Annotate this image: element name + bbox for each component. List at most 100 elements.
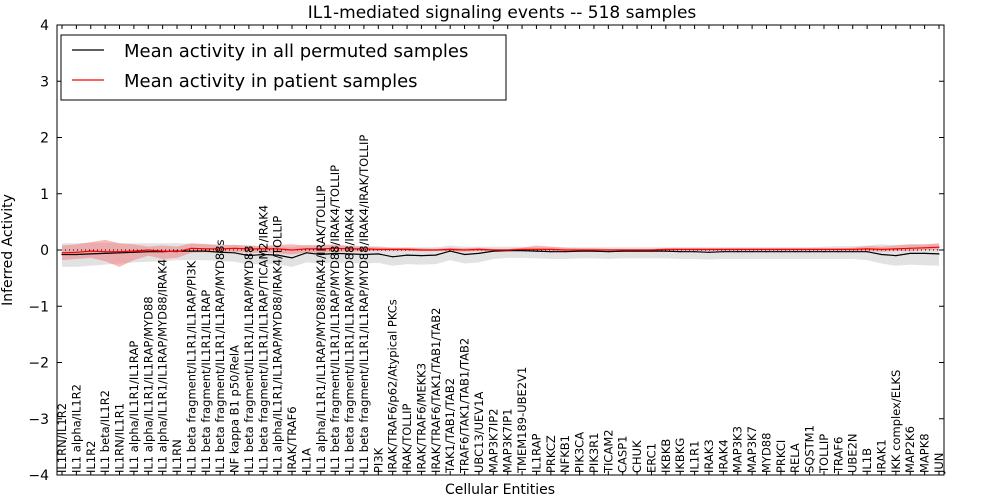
series-0-point — [794, 251, 796, 253]
series-0-point — [780, 251, 782, 253]
series-0-point — [665, 250, 667, 252]
x-tick-label: IL1 beta fragment/IL1R1/IL1RAP/MYD88s — [213, 240, 227, 473]
y-tick-label: 2 — [40, 131, 49, 147]
x-tick-label: UBC13/UEV1A — [472, 391, 486, 473]
x-tick-label: IL1B — [860, 448, 874, 473]
series-1-point — [636, 249, 638, 251]
x-tick-label: MAP3K7IP2 — [486, 408, 500, 473]
x-tick-label: IL1A — [299, 448, 313, 473]
x-tick-label: PI3K — [371, 447, 385, 473]
series-1-point — [823, 248, 825, 251]
x-tick-label: IRAK3 — [702, 439, 716, 473]
legend-permuted-label: Mean activity in all permuted samples — [124, 41, 468, 62]
y-tick-label: 0 — [40, 243, 49, 259]
x-tick-label: IL1 beta/IL1R2 — [98, 390, 112, 473]
x-tick-label: IRAK/TRAF6/TAK1/TAB1/TAB2 — [429, 308, 443, 473]
x-tick-label: RELA — [788, 443, 802, 473]
x-tick-label: IL1 alpha/IL1R2 — [69, 384, 83, 473]
legend-patient-label: Mean activity in patient samples — [124, 71, 418, 92]
x-tick-label: CHUK — [630, 440, 644, 473]
series-1-point — [320, 248, 322, 250]
series-1-point — [507, 249, 509, 251]
series-1-point — [363, 248, 365, 250]
x-tick-label: SQSTM1 — [803, 425, 817, 473]
x-tick-label: MAP3K3 — [731, 426, 745, 473]
x-tick-label: NFKB1 — [558, 435, 572, 473]
series-0-point — [938, 253, 940, 255]
series-0-point — [320, 253, 322, 256]
series-1-point — [622, 249, 624, 251]
series-1-point — [449, 248, 451, 251]
x-tick-label: IKBKG — [673, 438, 687, 473]
series-1-point — [75, 251, 77, 253]
series-0-point — [449, 250, 451, 252]
x-tick-label: UBE2N — [846, 434, 860, 474]
x-tick-label: IL1 alpha/IL1R1/IL1RAP/MYD88/IRAK4/IRAK/… — [314, 186, 328, 473]
series-0-point — [578, 250, 581, 252]
chart-title: IL1-mediated signaling events -- 518 sam… — [308, 3, 697, 23]
x-tick-label: TOLLIP — [817, 434, 831, 474]
series-0-point — [693, 251, 696, 253]
series-1-point — [377, 248, 379, 251]
series-1-point — [607, 249, 609, 251]
series-1-point — [765, 248, 768, 251]
x-tick-label: MAPK8 — [918, 433, 932, 473]
x-tick-label: IKBKB — [659, 439, 673, 473]
series-1-point — [420, 249, 423, 251]
x-tick-label: TICAM2 — [601, 429, 615, 474]
series-1-point — [190, 247, 192, 249]
series-0-point — [837, 251, 839, 253]
x-tick-label: JUN — [932, 453, 946, 474]
series-1-point — [305, 248, 308, 250]
series-0-point — [190, 250, 192, 252]
series-0-point — [909, 252, 911, 254]
series-0-point — [607, 251, 609, 253]
series-0-point — [708, 251, 710, 253]
series-0-point — [305, 252, 308, 254]
series-1-point — [679, 248, 681, 251]
series-0-point — [809, 251, 811, 253]
x-tick-label: PIK3R1 — [587, 433, 601, 474]
series-0-point — [406, 254, 408, 256]
series-1-point — [478, 248, 480, 251]
series-0-point — [492, 250, 494, 252]
series-1-point — [463, 249, 466, 251]
series-0-point — [233, 252, 236, 254]
x-tick-label: IL1RN — [170, 439, 184, 473]
series-0-point — [262, 253, 264, 256]
series-1-point — [693, 248, 696, 251]
series-0-point — [219, 251, 221, 253]
x-tick-label: IRAK4 — [716, 439, 730, 473]
x-tick-label: IRAK/TRAF6/p62/Atypical PKCs — [386, 299, 400, 473]
series-0-point — [205, 250, 207, 252]
y-tick-label: −1 — [28, 299, 49, 315]
series-0-point — [248, 255, 250, 257]
y-tick-label: 1 — [40, 187, 49, 203]
x-tick-label: IL1 beta fragment/IL1R1/IL1RAP — [199, 290, 213, 473]
series-1-point — [809, 248, 811, 251]
series-1-point — [277, 248, 279, 250]
y-axis-label: Inferred Activity — [0, 194, 16, 306]
x-tick-label: MAP3K7IP1 — [501, 408, 515, 473]
x-tick-label: ERC1 — [645, 443, 659, 473]
series-0-point — [363, 253, 365, 256]
x-axis-label: Cellular Entities — [445, 482, 555, 498]
series-0-point — [679, 251, 681, 253]
series-1-point — [406, 248, 408, 251]
y-tick-label: 3 — [40, 74, 49, 90]
series-1-point — [737, 248, 739, 251]
series-0-point — [895, 255, 897, 257]
series-0-point — [880, 253, 883, 256]
series-1-point — [837, 248, 839, 251]
x-tick-label: CASP1 — [616, 436, 630, 473]
series-0-point — [147, 251, 149, 253]
series-1-point — [650, 249, 653, 251]
x-tick-label: IL1 alpha/IL1R1/IL1RAP/MYD88/IRAK4/TOLLI… — [271, 216, 285, 473]
series-0-point — [478, 252, 480, 254]
x-tick-label: IRAK/TRAF6 — [285, 406, 299, 473]
y-tick-label: −3 — [28, 412, 49, 428]
x-tick-label: MAP2K6 — [903, 426, 917, 473]
series-1-point — [233, 247, 236, 249]
x-tick-label: PIK3CA — [573, 432, 587, 473]
series-0-point — [593, 250, 595, 252]
